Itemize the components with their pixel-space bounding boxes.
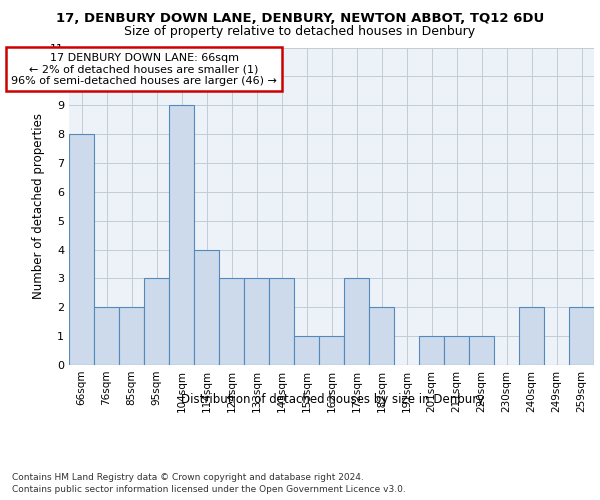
Text: Contains HM Land Registry data © Crown copyright and database right 2024.: Contains HM Land Registry data © Crown c… <box>12 472 364 482</box>
Bar <box>444 336 469 365</box>
Bar <box>219 278 244 365</box>
Bar <box>69 134 94 365</box>
Bar <box>269 278 294 365</box>
Bar <box>469 336 494 365</box>
Bar <box>244 278 269 365</box>
Text: Size of property relative to detached houses in Denbury: Size of property relative to detached ho… <box>124 25 476 38</box>
Text: Distribution of detached houses by size in Denbury: Distribution of detached houses by size … <box>181 392 485 406</box>
Bar <box>569 308 594 365</box>
Bar <box>344 278 369 365</box>
Text: 17 DENBURY DOWN LANE: 66sqm
← 2% of detached houses are smaller (1)
96% of semi-: 17 DENBURY DOWN LANE: 66sqm ← 2% of deta… <box>11 52 277 86</box>
Bar <box>94 308 119 365</box>
Bar <box>119 308 144 365</box>
Bar <box>169 105 194 365</box>
Text: Contains public sector information licensed under the Open Government Licence v3: Contains public sector information licen… <box>12 485 406 494</box>
Bar <box>319 336 344 365</box>
Bar <box>419 336 444 365</box>
Bar <box>369 308 394 365</box>
Text: 17, DENBURY DOWN LANE, DENBURY, NEWTON ABBOT, TQ12 6DU: 17, DENBURY DOWN LANE, DENBURY, NEWTON A… <box>56 12 544 26</box>
Bar <box>294 336 319 365</box>
Bar <box>519 308 544 365</box>
Y-axis label: Number of detached properties: Number of detached properties <box>32 114 44 299</box>
Bar <box>194 250 219 365</box>
Bar <box>144 278 169 365</box>
